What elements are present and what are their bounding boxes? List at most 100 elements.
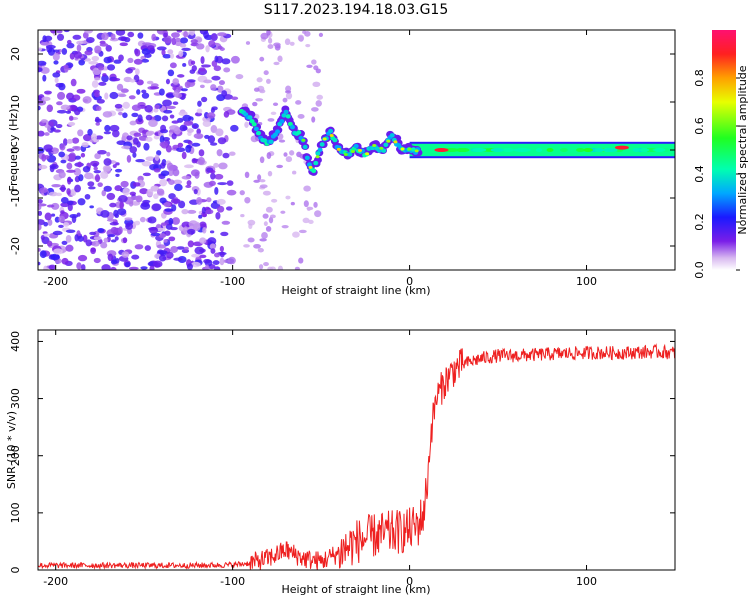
noise-blob [159,141,169,148]
noise-blob [38,261,41,266]
noise-blob [114,213,120,219]
noise-blob [165,144,172,153]
noise-blob [210,248,216,254]
noise-blob [272,102,279,106]
noise-blob [306,206,311,211]
noise-blob [191,142,201,147]
noise-blob [95,105,102,111]
noise-blob [261,232,268,239]
noise-blob [168,179,175,185]
noise-blob [269,214,276,219]
trace-inner [315,151,321,156]
noise-blob [47,47,56,56]
noise-blob [189,30,196,36]
noise-blob [66,162,73,170]
trace-inner [255,131,261,136]
noise-blob [59,187,67,191]
trace-inner [253,126,259,131]
noise-blob [92,162,98,168]
noise-blob [292,170,297,175]
noise-blob [189,69,196,74]
noise-blob [106,218,116,222]
noise-blob [38,198,43,204]
noise-blob [71,215,77,223]
noise-blob [72,146,79,150]
noise-blob [70,190,77,196]
noise-blob [214,55,219,63]
snr-data [38,343,675,570]
noise-blob [82,166,91,173]
noise-blob [129,78,136,83]
noise-blob [200,56,205,64]
noise-blob [56,101,63,106]
noise-blob [102,165,112,172]
noise-blob [255,98,264,102]
noise-blob [147,216,157,224]
noise-blob [143,142,150,151]
noise-blob [147,45,155,51]
noise-blob [153,115,162,122]
noise-blob [172,91,179,97]
band-blob [559,148,568,152]
noise-blob [221,220,231,225]
noise-blob [65,244,74,252]
colorbar-tick-label: 0.8 [693,69,706,87]
noise-blob [126,135,133,141]
noise-blob [172,85,177,91]
noise-blob [315,68,321,74]
noise-blob [186,180,192,186]
noise-blob [91,240,100,247]
noise-blob [129,120,137,126]
noise-blob [55,30,63,34]
noise-blob [58,215,66,223]
noise-blob [41,96,51,102]
noise-blob [110,239,117,243]
noise-blob [314,210,322,218]
noise-blob [169,226,178,231]
noise-blob [253,87,260,92]
noise-blob [318,32,324,38]
noise-blob [168,217,174,226]
noise-blob [96,98,105,104]
noise-blob [115,30,126,36]
noise-blob [60,104,71,111]
noise-blob [44,35,53,42]
noise-blob [82,31,89,39]
noise-blob [177,142,184,148]
noise-blob [58,151,66,158]
noise-blob [210,107,215,113]
noise-blob [205,209,214,215]
trace-inner [281,113,287,118]
snr-y-tick-label: 300 [9,388,22,409]
noise-blob [267,266,274,270]
noise-blob [160,124,167,132]
noise-blob [38,47,42,52]
noise-blob [178,111,188,116]
noise-blob [89,231,97,236]
noise-blob [109,221,119,226]
trace-inner [311,168,317,174]
noise-blob [182,114,192,122]
noise-blob [297,34,305,42]
band-blob [583,148,594,152]
noise-blob [74,184,81,193]
trace-core [329,133,334,137]
noise-blob [43,265,48,270]
noise-blob [258,264,264,270]
noise-blob [315,100,322,107]
noise-blob [207,135,216,144]
spectrogram-x-tick-label: 100 [576,275,597,288]
noise-blob [200,64,211,68]
noise-blob [294,266,300,270]
trace-core [350,150,355,154]
noise-blob [52,72,61,78]
noise-blob [186,128,194,133]
noise-blob [181,47,191,52]
noise-blob [57,91,66,100]
noise-blob [77,254,88,262]
noise-blob [209,142,218,146]
noise-blob [42,74,47,82]
noise-blob [265,206,273,213]
noise-blob [115,257,120,264]
noise-blob [186,209,197,214]
